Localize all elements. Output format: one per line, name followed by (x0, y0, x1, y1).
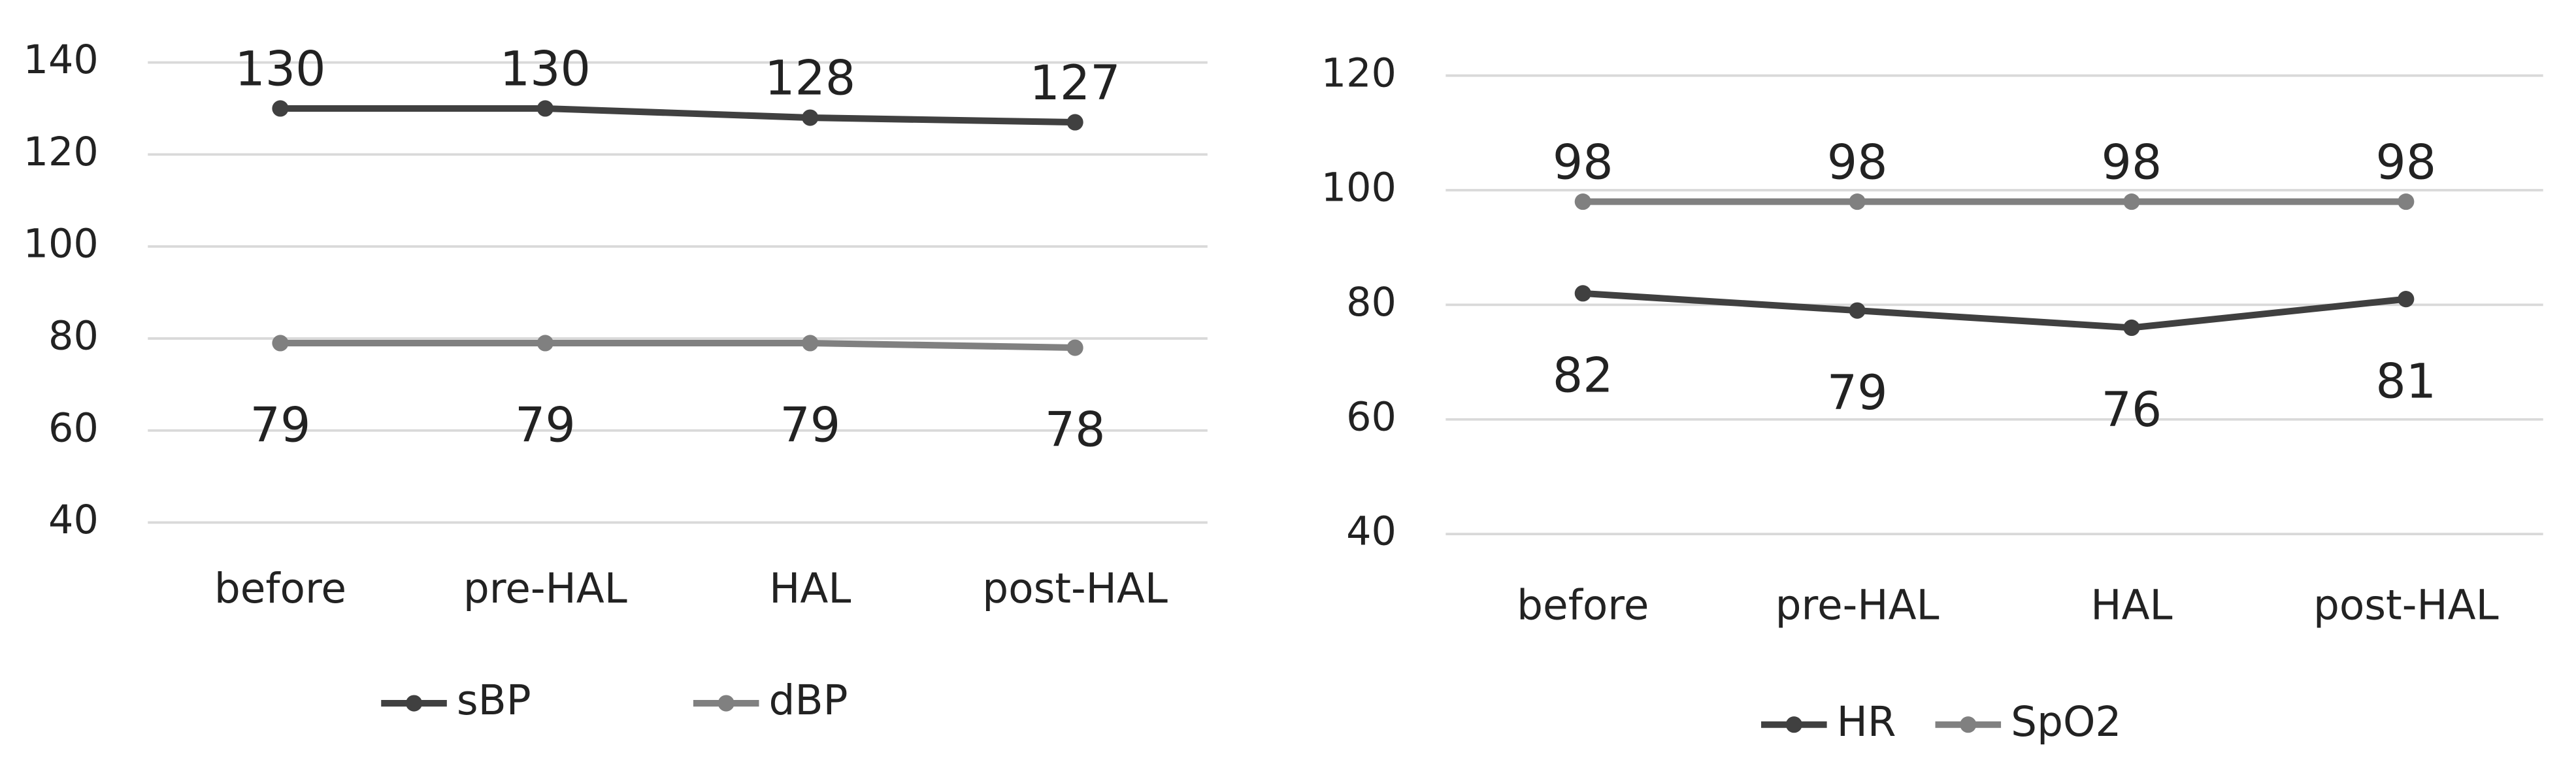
data-label: 78 (1045, 403, 1106, 458)
data-point (802, 109, 819, 126)
y-tick-label: 60 (1346, 394, 1396, 440)
series-line (280, 339, 1076, 352)
legend-marker (1785, 716, 1802, 733)
y-tick-label: 40 (48, 497, 99, 543)
data-label: 127 (1030, 56, 1121, 111)
data-point (537, 335, 553, 352)
legend-label: dBP (769, 676, 848, 724)
data-point (1574, 193, 1591, 210)
data-label: 98 (2375, 135, 2436, 190)
legend-label: SpO2 (2011, 698, 2121, 746)
legend-marker (405, 695, 423, 712)
data-point (1849, 193, 1866, 210)
y-tick-label: 60 (48, 405, 99, 451)
legend-label: sBP (457, 676, 531, 724)
y-tick-label: 40 (1346, 509, 1396, 555)
x-tick-label: pre-HAL (1775, 581, 1940, 629)
data-label: 130 (235, 42, 325, 97)
data-point (537, 100, 553, 117)
y-tick-label: 100 (1321, 165, 1396, 211)
y-tick-label: 80 (48, 314, 99, 359)
data-label: 79 (1827, 365, 1888, 421)
data-label: 79 (250, 398, 311, 454)
data-label: 98 (1553, 135, 1613, 190)
data-label: 79 (515, 398, 576, 454)
legend-label: HR (1837, 698, 1896, 746)
data-point (2398, 291, 2415, 308)
data-point (272, 335, 289, 352)
y-tick-label: 80 (1346, 280, 1396, 325)
y-tick-label: 100 (24, 222, 99, 267)
x-tick-label: HAL (769, 565, 851, 612)
data-point (272, 100, 289, 117)
data-point (1066, 114, 1083, 131)
y-tick-label: 120 (1321, 50, 1396, 96)
x-tick-label: post-HAL (2313, 581, 2499, 629)
x-tick-label: before (1517, 581, 1649, 629)
data-point (2398, 193, 2415, 210)
series-line (1582, 290, 2407, 331)
x-tick-label: HAL (2090, 581, 2172, 629)
data-label: 98 (2102, 135, 2162, 190)
x-tick-label: post-HAL (982, 565, 1168, 612)
x-tick-label: before (214, 565, 346, 612)
data-point (1066, 339, 1083, 356)
data-label: 81 (2375, 354, 2436, 409)
data-point (2123, 193, 2140, 210)
legend-marker (1960, 716, 1977, 733)
data-label: 130 (500, 42, 591, 97)
series-line (280, 105, 1076, 126)
data-label: 79 (780, 398, 840, 454)
data-point (1574, 285, 1591, 302)
data-point (802, 335, 819, 352)
x-tick-label: pre-HAL (463, 565, 627, 612)
data-label: 82 (1553, 348, 1613, 404)
data-label: 128 (765, 51, 855, 107)
data-point (2123, 319, 2140, 337)
y-tick-label: 140 (24, 37, 99, 83)
data-point (1849, 302, 1866, 319)
data-label: 98 (1827, 135, 1888, 190)
data-label: 76 (2102, 382, 2162, 438)
legend-marker (718, 695, 735, 712)
y-tick-label: 120 (24, 129, 99, 175)
